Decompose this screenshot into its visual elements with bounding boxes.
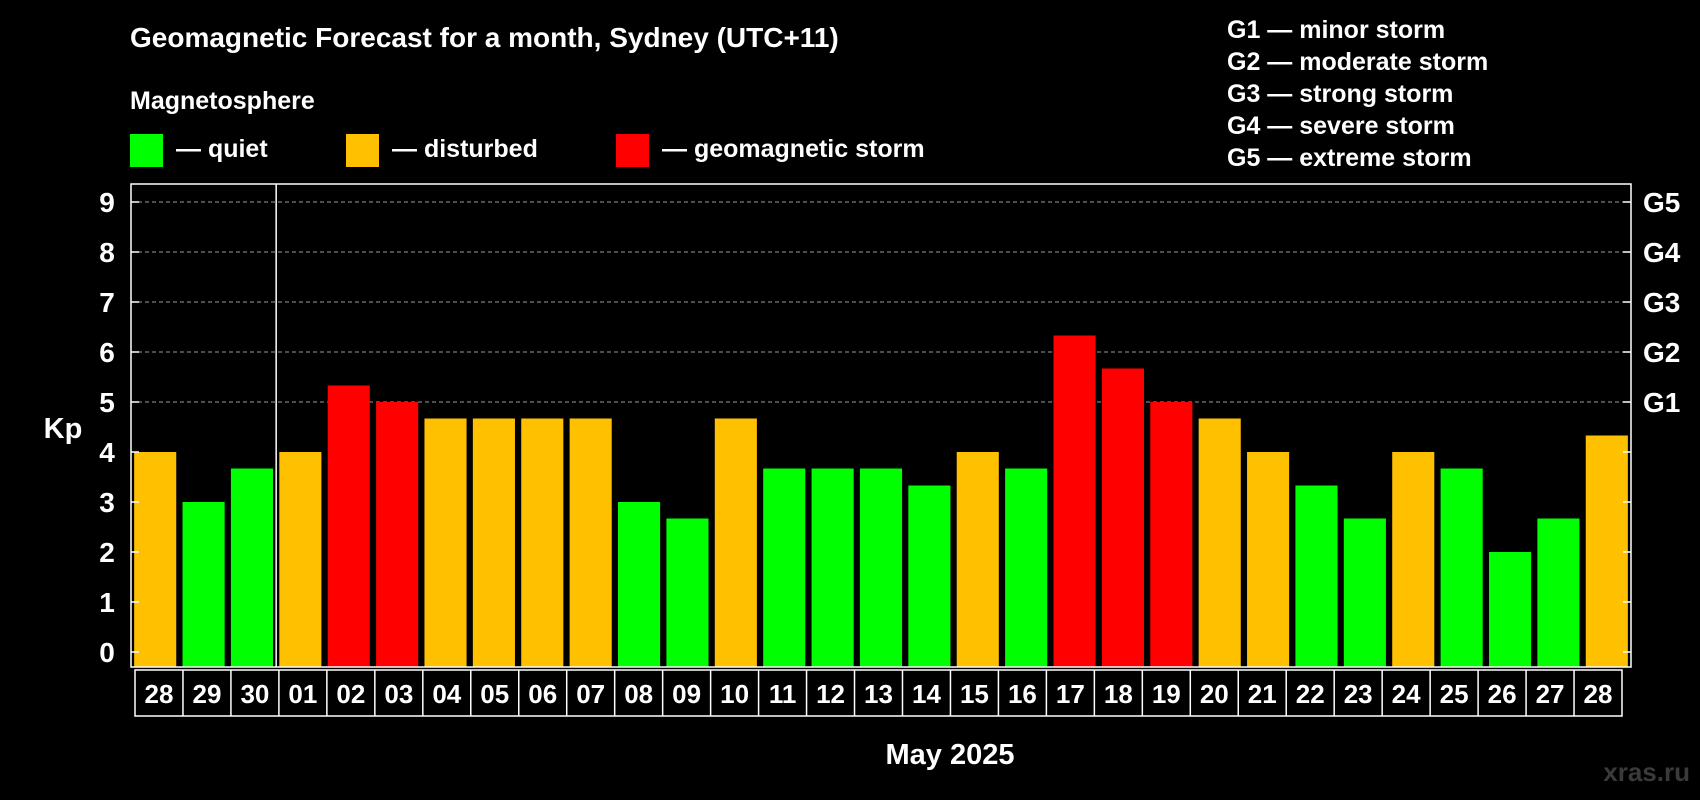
storm-scale-item: G4 — severe storm	[1227, 112, 1455, 140]
bar-6	[424, 418, 467, 667]
x-tick-label: 14	[912, 679, 941, 709]
x-tick-label: 12	[816, 679, 845, 709]
x-tick-label: 21	[1248, 679, 1277, 709]
bar-26	[1392, 452, 1435, 667]
x-tick-label: 25	[1440, 679, 1469, 709]
x-tick-label: 22	[1296, 679, 1325, 709]
legend-swatch-disturbed	[346, 134, 379, 167]
x-tick-label: 10	[720, 679, 749, 709]
watermark: xras.ru	[1603, 757, 1690, 787]
bar-11	[666, 518, 709, 667]
legend-label-disturbed: — disturbed	[392, 135, 538, 163]
bar-9	[569, 418, 612, 667]
x-tick-label: 27	[1536, 679, 1565, 709]
bar-20	[1101, 368, 1144, 667]
x-tick-label: 15	[960, 679, 989, 709]
right-tick-label: G3	[1643, 287, 1680, 318]
legend-title: Magnetosphere	[130, 87, 315, 115]
y-tick-label: 8	[99, 237, 115, 268]
y-tick-label: 4	[99, 437, 115, 468]
x-tick-label: 28	[1584, 679, 1613, 709]
y-tick-label: 9	[99, 187, 115, 218]
bar-12	[714, 418, 757, 667]
bar-23	[1247, 452, 1290, 667]
x-tick-label: 30	[240, 679, 269, 709]
y-tick-label: 1	[99, 587, 115, 618]
x-tick-label: 04	[432, 679, 461, 709]
bar-22	[1198, 418, 1241, 667]
y-tick-label: 6	[99, 337, 115, 368]
plot-frame	[130, 183, 1632, 668]
y-tick-label: 0	[99, 637, 115, 668]
x-tick-label: 13	[864, 679, 893, 709]
storm-scale-item: G3 — strong storm	[1227, 80, 1453, 108]
x-tick-label: 16	[1008, 679, 1037, 709]
x-tick-label: 03	[384, 679, 413, 709]
y-tick-label: 2	[99, 537, 115, 568]
right-tick-label: G1	[1643, 387, 1680, 418]
right-tick-label: G5	[1643, 187, 1680, 218]
legend: — quiet — disturbed — geomagnetic storm	[130, 134, 925, 167]
bar-0	[134, 452, 177, 667]
bar-16	[908, 485, 951, 667]
x-tick-label: 08	[624, 679, 653, 709]
bar-27	[1440, 468, 1483, 667]
legend-swatch-quiet	[130, 134, 163, 167]
bar-7	[472, 418, 515, 667]
x-tick-label: 05	[480, 679, 509, 709]
x-tick-label: 18	[1104, 679, 1133, 709]
bar-28	[1488, 552, 1532, 667]
x-tick-label: 01	[288, 679, 317, 709]
bar-1	[182, 502, 225, 667]
bar-29	[1537, 518, 1580, 667]
x-tick-label: 26	[1488, 679, 1517, 709]
bar-19	[1053, 335, 1096, 667]
x-tick-label: 11	[769, 679, 797, 709]
storm-scale-legend: G1 — minor storm G2 — moderate storm G3 — …	[1227, 16, 1488, 172]
x-tick-label: 09	[672, 679, 701, 709]
right-tick-label: G2	[1643, 337, 1680, 368]
x-tick-label: 24	[1392, 679, 1421, 709]
x-tick-label: 28	[145, 679, 174, 709]
bar-4	[327, 385, 370, 667]
storm-scale-item: G1 — minor storm	[1227, 16, 1445, 44]
bar-8	[521, 418, 564, 667]
x-tick-label: 02	[336, 679, 365, 709]
bar-25	[1343, 518, 1386, 667]
legend-label-quiet: — quiet	[176, 135, 268, 163]
x-tick-label: 07	[576, 679, 605, 709]
date-row-frame	[134, 669, 1623, 717]
legend-swatch-storm	[616, 134, 649, 167]
x-tick-label: 19	[1152, 679, 1181, 709]
bar-13	[763, 468, 806, 667]
bar-21	[1150, 402, 1193, 667]
y-tick-label: 3	[99, 487, 115, 518]
bar-5	[376, 402, 419, 667]
bar-17	[956, 452, 999, 667]
bar-2	[230, 468, 274, 667]
bar-3	[279, 452, 322, 667]
x-tick-label: 17	[1056, 679, 1085, 709]
storm-scale-item: G5 — extreme storm	[1227, 144, 1472, 172]
x-tick-label: 20	[1200, 679, 1229, 709]
bar-24	[1295, 485, 1338, 667]
bar-18	[1005, 468, 1048, 667]
bar-30	[1585, 435, 1628, 667]
x-tick-label: 29	[192, 679, 221, 709]
y-tick-label: 5	[99, 387, 115, 418]
x-tick-label: 06	[528, 679, 557, 709]
bar-15	[859, 468, 903, 667]
bar-14	[811, 468, 854, 667]
y-tick-label: 7	[99, 287, 115, 318]
legend-label-storm: — geomagnetic storm	[662, 135, 925, 163]
bar-10	[618, 502, 661, 667]
x-tick-label: 23	[1344, 679, 1373, 709]
y-axis-label: Kp	[44, 413, 83, 445]
x-axis-label: May 2025	[886, 739, 1015, 771]
chart-title: Geomagnetic Forecast for a month, Sydney…	[130, 22, 839, 53]
storm-scale-item: G2 — moderate storm	[1227, 48, 1488, 76]
right-tick-label: G4	[1643, 237, 1681, 268]
